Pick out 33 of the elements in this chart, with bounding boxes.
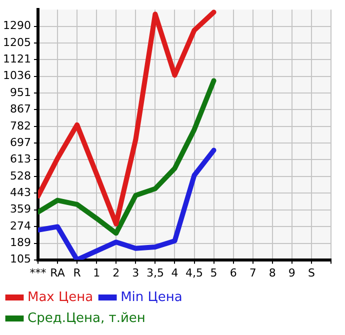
y-tick-label: 697 — [10, 136, 31, 150]
y-tick-label: 1121 — [2, 52, 31, 66]
x-tick-label: RA — [50, 266, 66, 280]
y-tick-label: 189 — [10, 236, 31, 250]
x-tick-label: 1 — [93, 266, 100, 280]
y-tick-label: 867 — [10, 102, 31, 116]
legend-label: Сред.Цена, т.йен — [28, 310, 146, 326]
x-tick-label: 5 — [210, 266, 218, 280]
x-tick-label: 3 — [132, 266, 140, 280]
y-tick-label: 1290 — [2, 19, 31, 32]
y-tick-label: 443 — [10, 186, 31, 200]
x-tick-label: 4,5 — [186, 266, 204, 280]
x-tick-label: R — [73, 266, 82, 280]
y-tick-label: 105 — [10, 252, 31, 266]
x-tick-label: 4 — [171, 266, 178, 280]
y-tick-label: 613 — [10, 152, 31, 166]
x-tick-label: 2 — [112, 266, 120, 280]
x-tick-label: 6 — [230, 266, 237, 280]
x-tick-label: S — [308, 266, 315, 280]
y-tick-label: 528 — [10, 169, 31, 182]
y-tick-label: 951 — [10, 86, 31, 99]
x-tick-label: 9 — [288, 266, 296, 280]
x-tick-label: 7 — [249, 266, 256, 280]
legend-label: Min Цена — [120, 290, 182, 305]
x-tick-label: *** — [30, 266, 47, 280]
y-tick-label: 274 — [10, 219, 31, 232]
x-tick-label: 3,5 — [146, 266, 164, 280]
y-tick-label: 1205 — [2, 36, 31, 49]
y-tick-label: 359 — [10, 202, 31, 216]
x-tick-label: 8 — [268, 266, 276, 280]
legend-label: Max Цена — [28, 290, 94, 305]
y-tick-label: 782 — [10, 119, 31, 132]
y-tick-label: 1036 — [2, 69, 31, 82]
